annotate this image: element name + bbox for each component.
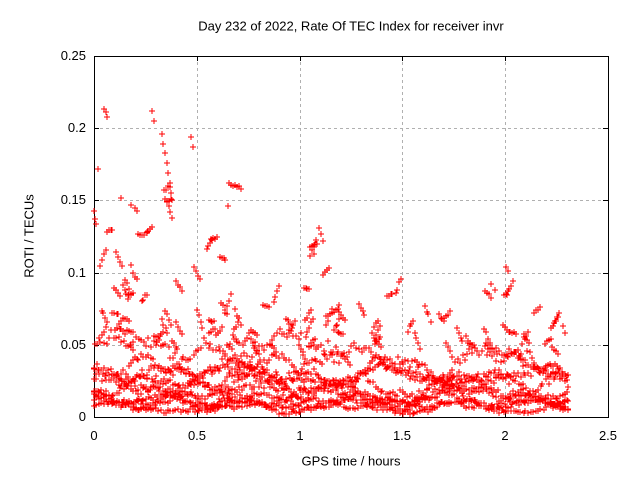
chart-title: Day 232 of 2022, Rate Of TEC Index for r… <box>198 18 504 34</box>
x-tick-label: 0 <box>90 428 97 443</box>
plot-border <box>94 56 609 418</box>
x-tick-label: 2.5 <box>599 428 617 443</box>
x-axis-label: GPS time / hours <box>301 453 401 469</box>
scatter-points <box>91 106 571 417</box>
x-tick-label: 1 <box>296 428 303 443</box>
x-tick-label: 0.5 <box>188 428 206 443</box>
y-tick-label: 0 <box>79 409 86 424</box>
x-tick-label: 2 <box>501 428 508 443</box>
y-tick-label: 0.25 <box>61 48 86 63</box>
x-tick-label: 1.5 <box>393 428 411 443</box>
y-tick-label: 0.1 <box>68 265 86 280</box>
y-tick-label: 0.15 <box>61 192 86 207</box>
y-tick-label: 0.2 <box>68 120 86 135</box>
y-tick-label: 0.05 <box>61 337 86 352</box>
